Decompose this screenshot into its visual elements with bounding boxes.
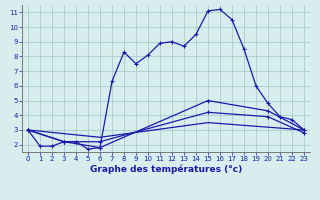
X-axis label: Graphe des températures (°c): Graphe des températures (°c): [90, 165, 242, 174]
